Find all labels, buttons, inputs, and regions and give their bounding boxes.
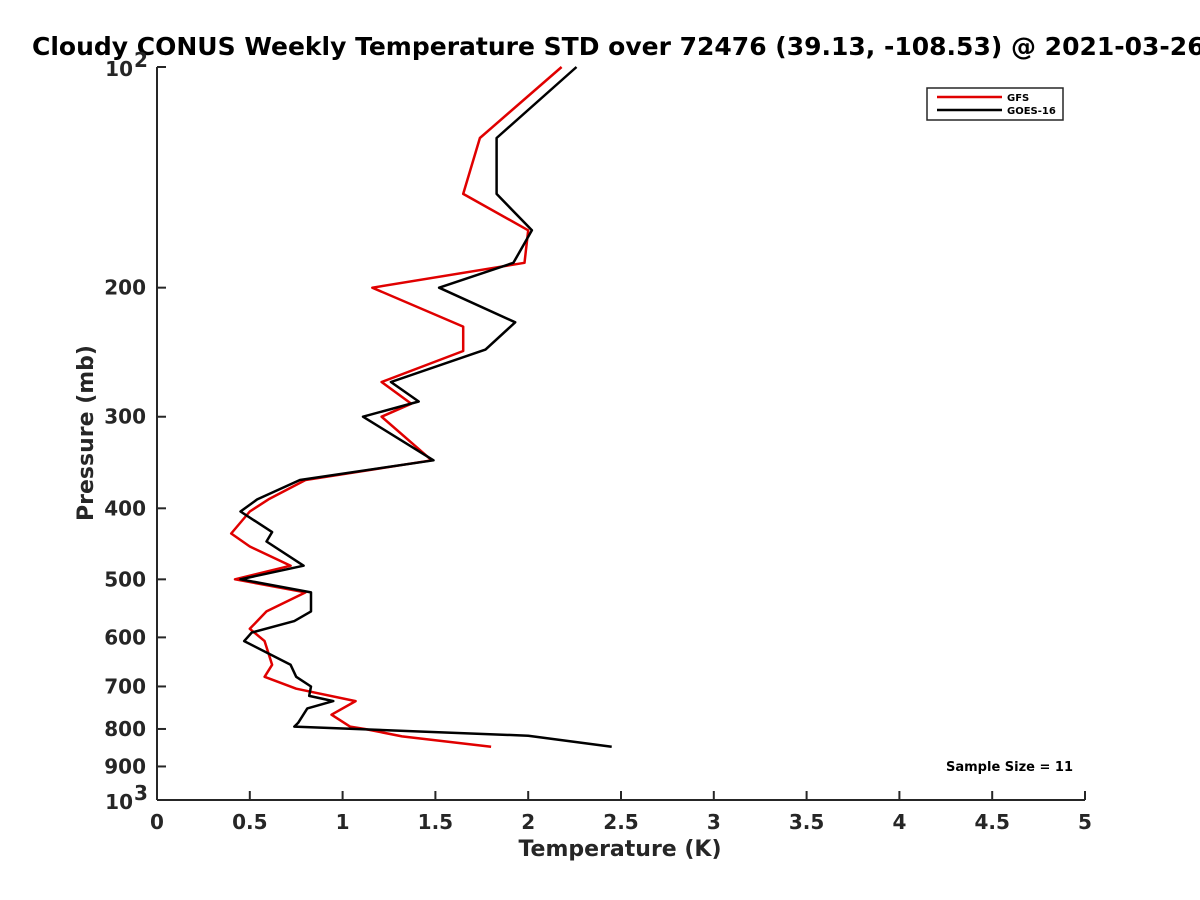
y-tick-label-power: 10 [105,790,133,814]
series-line-gfs [229,66,563,749]
x-tick-label: 3.5 [789,810,824,834]
y-tick-label: 400 [104,496,146,520]
y-tick-label: 900 [104,754,146,778]
x-tick-label: 2 [521,810,535,834]
y-tick-label: 500 [104,567,146,591]
x-tick-label: 3 [707,810,721,834]
legend: GFS GOES-16 [926,87,1064,121]
y-tick-label: 600 [104,625,146,649]
x-tick-label: 4 [892,810,906,834]
y-tick-label: 700 [104,674,146,698]
y-tick-power-exponent: 3 [134,781,148,805]
legend-label-goes16: GOES-16 [1007,106,1056,117]
y-tick-label: 800 [104,717,146,741]
plot-area: 0 0.5 1 1.5 2 2.5 3 3.5 4 4.5 5 10 2200300400500600… [104,48,1092,834]
y-tick-label: 200 [104,276,146,300]
x-tick-label: 0.5 [232,810,267,834]
x-tick-label: 5 [1078,810,1092,834]
y-tick-label-power: 10 [105,57,133,81]
x-axis-label: Temperature (K) [518,837,721,862]
sample-size-annotation: Sample Size = 11 [946,760,1073,775]
x-tick-label: 1.5 [418,810,453,834]
x-axis-ticks: 0 0.5 1 1.5 2 2.5 3 3.5 4 4.5 5 [150,791,1092,834]
y-tick-label: 300 [104,405,146,429]
x-tick-label: 1 [336,810,350,834]
y-tick-power-base: 10 [105,57,133,81]
legend-label-gfs: GFS [1007,93,1029,104]
legend-box [926,87,1064,121]
x-tick-label: 4.5 [974,810,1009,834]
series-line-goes16 [239,66,612,749]
x-tick-label: 0 [150,810,164,834]
y-tick-power-base: 10 [105,790,133,814]
chart-title: Cloudy CONUS Weekly Temperature STD over… [32,32,1200,61]
series-layer [229,66,612,749]
x-tick-label: 2.5 [603,810,638,834]
y-tick-power-exponent: 2 [134,48,148,72]
y-axis-label: Pressure (mb) [74,345,99,521]
